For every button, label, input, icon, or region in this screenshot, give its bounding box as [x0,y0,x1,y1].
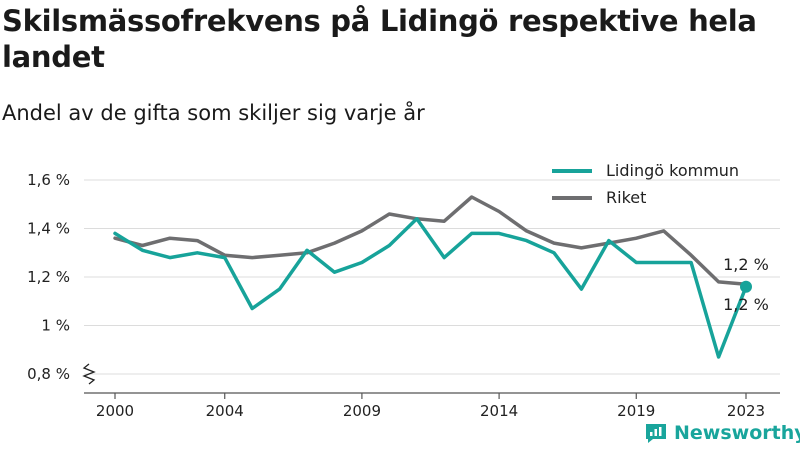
newsworthy-logo[interactable]: Newsworthy [644,420,800,446]
x-tick-label: 2000 [96,402,134,420]
x-tick-label: 2023 [727,402,765,420]
series-end-marker [740,280,752,293]
y-tick-label: 1,6 % [27,171,70,189]
newsworthy-logo-icon [646,424,666,443]
gridlines [84,179,780,375]
y-tick-label: 0,8 % [27,365,70,383]
y-axis-ticks: 0,8 % 1 % 1,2 % 1,4 % 1,6 % [27,171,96,385]
x-axis: 2000 2004 2009 2014 2019 2023 [84,392,780,420]
y-tick-label: 1,4 % [27,220,70,238]
legend-label: Lidingö kommun [606,161,739,180]
brand-name: Newsworthy [674,422,800,444]
data-label-lidingo: 1,2 % [723,295,769,314]
chart-title: Skilsmässofrekvens på Lidingö respektive… [2,4,757,74]
x-tick-label: 2004 [206,402,244,420]
legend: Lidingö kommun Riket [552,161,739,207]
chart-subtitle: Andel av de gifta som skiljer sig varje … [2,101,425,125]
data-label-riket: 1,2 % [723,255,769,274]
y-tick-label: 1,2 % [27,268,70,286]
x-tick-label: 2019 [617,402,655,420]
y-tick-label: 1 % [41,317,70,335]
series-lines [113,195,752,359]
data-labels: 1,2 % 1,2 % [723,255,769,314]
x-tick-label: 2014 [480,402,518,420]
axis-break-icon [82,363,96,385]
x-tick-label: 2009 [343,402,381,420]
legend-label: Riket [606,188,646,207]
series-line-riket [113,195,748,287]
series-line-lidingo [113,217,748,359]
